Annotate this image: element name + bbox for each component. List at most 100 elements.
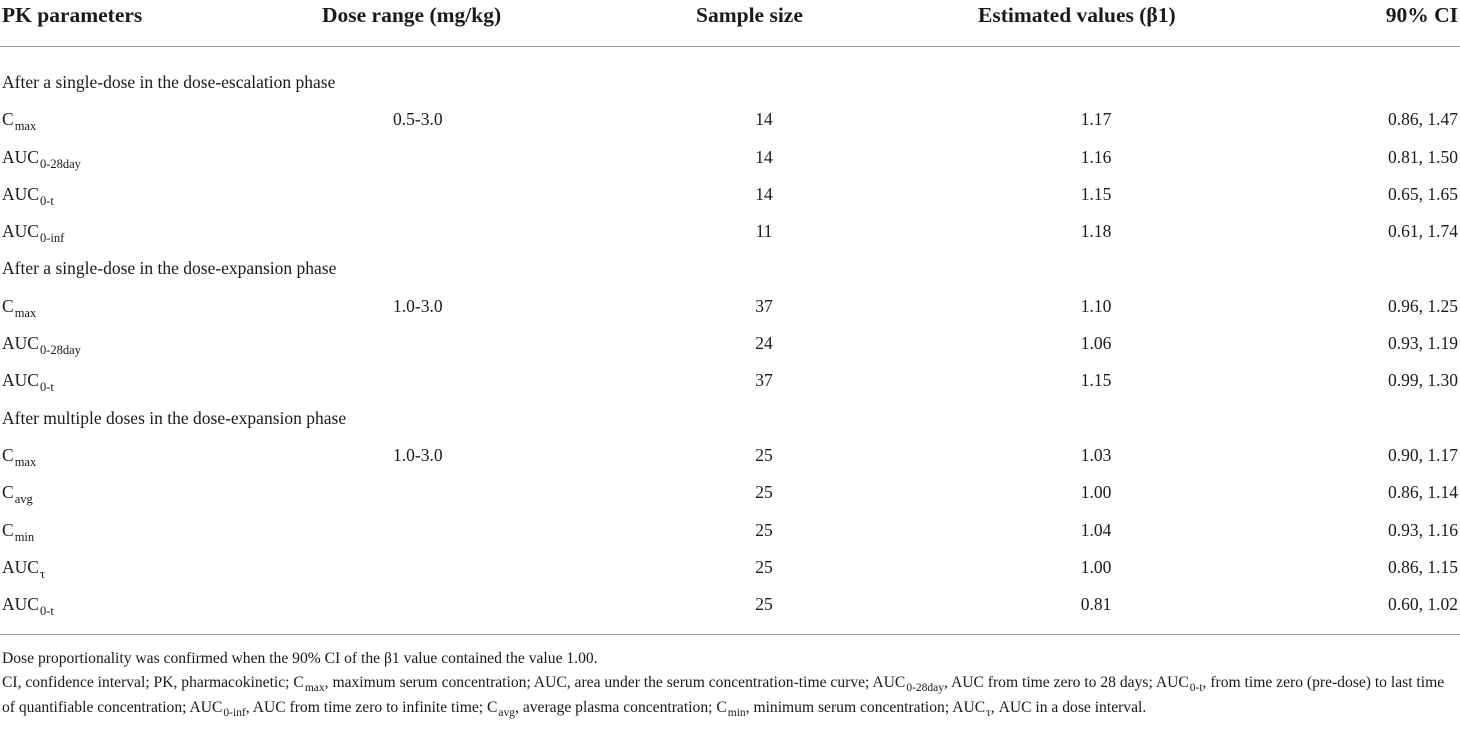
header-dose-range: Dose range (mg/kg): [322, 3, 502, 27]
footnote-text: , AUC in a dose interval.: [990, 699, 1147, 716]
parameter-subscript: max: [14, 305, 37, 320]
table-body: After a single-dose in the dose-escalati…: [0, 68, 1460, 627]
footnote-subscript: 0-t: [1189, 682, 1203, 694]
cell-sample-size: 25: [755, 444, 773, 465]
cell-90-ci: 0.61, 1.74: [1388, 221, 1458, 242]
cell-estimated-value: 1.15: [1080, 370, 1112, 391]
parameter-subscript: 0-28day: [39, 343, 81, 358]
cell-pk-parameter: AUC0-inf: [2, 219, 64, 245]
table-row: AUC0-28day 24 1.06 0.93, 1.19: [0, 329, 1460, 366]
parameter-subscript: 0-t: [39, 380, 54, 395]
cell-90-ci: 0.86, 1.47: [1388, 109, 1458, 130]
cell-pk-parameter: Cmax: [2, 294, 36, 320]
cell-dose-range: 0.5-3.0: [393, 109, 443, 130]
parameter-subscript: max: [14, 454, 37, 469]
table-row: Cmax 1.0-3.0 25 1.03 0.90, 1.17: [0, 441, 1460, 478]
cell-pk-parameter: AUC0-28day: [2, 331, 81, 357]
footnote-subscript: 0-28day: [906, 682, 945, 694]
cell-estimated-value: 1.16: [1080, 146, 1112, 167]
table-row: AUC0-t 37 1.15 0.99, 1.30: [0, 366, 1460, 403]
parameter-base: AUC: [2, 146, 39, 167]
cell-sample-size: 37: [755, 370, 773, 391]
section-header-row: After multiple doses in the dose-expansi…: [0, 404, 1460, 441]
cell-estimated-value: 1.00: [1080, 482, 1112, 503]
parameter-base: AUC: [2, 221, 39, 242]
cell-estimated-value: 1.18: [1080, 221, 1112, 242]
cell-estimated-value: 1.17: [1080, 109, 1112, 130]
parameter-subscript: avg: [14, 492, 33, 507]
footnote-subscript: 0-inf: [223, 707, 246, 719]
pk-parameters-table: PK parameters Dose range (mg/kg) Sample …: [0, 3, 1460, 627]
cell-dose-range: 1.0-3.0: [393, 295, 443, 316]
header-sample-size: Sample size: [696, 3, 803, 27]
cell-90-ci: 0.86, 1.15: [1388, 556, 1458, 577]
section-title: After a single-dose in the dose-expansio…: [2, 258, 337, 279]
parameter-base: AUC: [2, 183, 39, 204]
section-title: After multiple doses in the dose-expansi…: [2, 407, 347, 428]
parameter-base: C: [2, 109, 14, 130]
header-estimated-values: Estimated values (β1): [978, 3, 1176, 27]
table-row: Cmax 0.5-3.0 14 1.17 0.86, 1.47: [0, 105, 1460, 142]
cell-estimated-value: 1.15: [1080, 183, 1112, 204]
cell-90-ci: 0.90, 1.17: [1388, 444, 1458, 465]
cell-estimated-value: 0.81: [1080, 594, 1112, 615]
section-title: After a single-dose in the dose-escalati…: [2, 72, 336, 92]
cell-90-ci: 0.60, 1.02: [1388, 594, 1458, 615]
footnote-text: , average plasma concentration; C: [515, 699, 727, 716]
footnote-text: , AUC from time zero to 28 days; AUC: [944, 674, 1189, 691]
cell-estimated-value: 1.06: [1080, 333, 1112, 354]
cell-sample-size: 25: [755, 556, 773, 577]
footnote-text: CI, confidence interval; PK, pharmacokin…: [2, 674, 304, 691]
cell-90-ci: 0.81, 1.50: [1388, 146, 1458, 167]
footnote-subscript: τ: [986, 707, 991, 719]
table-row: AUC0-inf 11 1.18 0.61, 1.74: [0, 217, 1460, 254]
cell-sample-size: 14: [755, 183, 773, 204]
cell-pk-parameter: AUC0-t: [2, 368, 54, 394]
parameter-subscript: 0-t: [39, 193, 54, 208]
parameter-subscript: 0-inf: [39, 231, 65, 246]
cell-pk-parameter: AUCτ: [2, 555, 45, 581]
header-pk-parameters: PK parameters: [2, 3, 143, 27]
footnote-abbreviations: CI, confidence interval; PK, pharmacokin…: [2, 671, 1458, 721]
table-row: Cmin 25 1.04 0.93, 1.16: [0, 516, 1460, 553]
section-header-row: After a single-dose in the dose-escalati…: [0, 68, 1460, 105]
section-header-row: After a single-dose in the dose-expansio…: [0, 254, 1460, 291]
header-90-ci: 90% CI: [1385, 3, 1458, 27]
parameter-base: AUC: [2, 594, 39, 615]
cell-pk-parameter: Cmax: [2, 107, 36, 133]
table-row: AUC0-t 14 1.15 0.65, 1.65: [0, 180, 1460, 217]
cell-sample-size: 24: [755, 333, 773, 354]
cell-90-ci: 0.96, 1.25: [1388, 295, 1458, 316]
table-bottom-rule: [0, 634, 1460, 635]
footnote-text: , from time zero (pre-dose) to last time…: [2, 674, 1445, 716]
cell-sample-size: 14: [755, 109, 773, 130]
parameter-base: C: [2, 444, 14, 465]
parameter-subscript: 0-t: [39, 604, 54, 619]
cell-estimated-value: 1.03: [1080, 444, 1112, 465]
table-row: AUC0-t 25 0.81 0.60, 1.02: [0, 590, 1460, 627]
cell-sample-size: 25: [755, 519, 773, 540]
footnote-text: , minimum serum concentration; AUC: [745, 699, 986, 716]
cell-90-ci: 0.99, 1.30: [1388, 370, 1458, 391]
cell-pk-parameter: AUC0-28day: [2, 145, 81, 171]
cell-pk-parameter: Cmax: [2, 443, 36, 469]
cell-sample-size: 11: [755, 221, 773, 242]
cell-pk-parameter: AUC0-t: [2, 182, 54, 208]
footnote-text: , maximum serum concentration; AUC, area…: [324, 674, 906, 691]
parameter-base: AUC: [2, 556, 39, 577]
cell-sample-size: 25: [755, 482, 773, 503]
cell-pk-parameter: Cavg: [2, 480, 33, 506]
table-footnotes: Dose proportionality was confirmed when …: [2, 647, 1458, 721]
parameter-base: AUC: [2, 370, 39, 391]
footnote-subscript: avg: [498, 707, 516, 719]
cell-dose-range: 1.0-3.0: [393, 444, 443, 465]
cell-sample-size: 25: [755, 594, 773, 615]
cell-estimated-value: 1.10: [1080, 295, 1112, 316]
table-row: AUC0-28day 14 1.16 0.81, 1.50: [0, 143, 1460, 180]
parameter-subscript: τ: [39, 566, 45, 581]
table-row: Cavg 25 1.00 0.86, 1.14: [0, 478, 1460, 515]
parameter-base: C: [2, 295, 14, 316]
parameter-base: AUC: [2, 333, 39, 354]
parameter-subscript: max: [14, 119, 37, 134]
cell-sample-size: 14: [755, 146, 773, 167]
